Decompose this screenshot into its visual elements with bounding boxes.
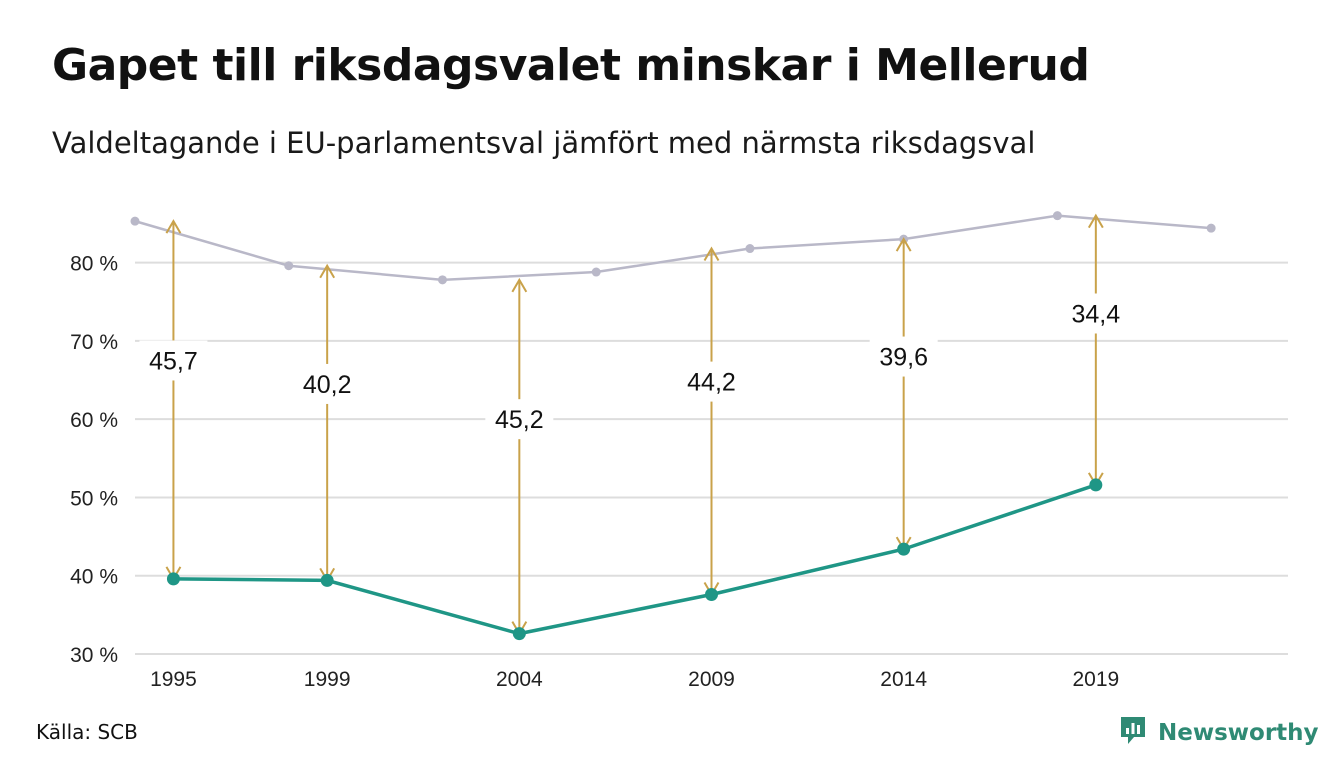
y-tick-label: 70 % xyxy=(70,331,118,354)
newsworthy-logo: Newsworthy xyxy=(1118,714,1319,751)
gap-arrow-head-top xyxy=(511,277,528,293)
riksdag-point xyxy=(1052,211,1062,221)
eu-point xyxy=(166,572,180,586)
gap-arrow-head-top xyxy=(703,246,720,262)
y-tick-label: 50 % xyxy=(70,487,118,510)
newsworthy-logo-icon xyxy=(1118,714,1148,751)
gap-arrow-head-top xyxy=(1087,213,1104,229)
riksdag-line xyxy=(134,214,1212,282)
gap-label: 39,6 xyxy=(879,344,928,372)
x-tick-label: 1995 xyxy=(150,668,197,691)
gap-arrow-head-top xyxy=(319,263,336,279)
x-tick-label: 2004 xyxy=(496,668,543,691)
y-tick-label: 60 % xyxy=(70,409,118,432)
eu-point xyxy=(512,627,526,641)
chart-subtitle: Valdeltagande i EU-parlamentsval jämfört… xyxy=(52,126,1036,160)
gap-label-background xyxy=(677,361,746,402)
gap-arrow-head-top xyxy=(165,219,182,234)
x-tick-label: 1999 xyxy=(304,668,351,691)
y-tick-label: 80 % xyxy=(70,253,118,276)
riksdag-series xyxy=(130,211,1216,285)
y-tick-label: 30 % xyxy=(70,644,118,667)
gap-label-background xyxy=(1061,293,1130,334)
gap-label-background xyxy=(485,399,554,440)
gap-arrow-head-top xyxy=(895,237,912,252)
gap-label: 40,2 xyxy=(303,371,352,399)
riksdag-point xyxy=(284,261,294,271)
gap-label-background xyxy=(139,340,208,381)
eu-point xyxy=(705,588,718,602)
riksdag-point xyxy=(591,267,601,277)
eu-point xyxy=(1089,478,1103,492)
riksdag-point xyxy=(437,275,447,285)
eu-point xyxy=(320,573,334,587)
gap-label: 45,7 xyxy=(149,347,198,375)
brand-name: Newsworthy xyxy=(1158,719,1319,746)
gap-label: 44,2 xyxy=(687,369,736,397)
eu-line xyxy=(173,483,1097,636)
riksdag-point xyxy=(1206,223,1216,233)
eu-point xyxy=(897,542,911,556)
gap-arrows: 45,7 40,2 45,2 44,2 39,6 34,4 xyxy=(139,213,1130,636)
riksdag-point xyxy=(745,244,755,254)
source-note: Källa: SCB xyxy=(36,720,138,744)
x-tick-label: 2009 xyxy=(688,668,735,691)
gap-label: 45,2 xyxy=(495,406,544,434)
eu-series xyxy=(166,478,1103,641)
gap-label: 34,4 xyxy=(1071,301,1120,329)
chart-title: Gapet till riksdagsvalet minskar i Melle… xyxy=(52,40,1090,91)
gap-label-background xyxy=(293,363,362,404)
y-axis-ticks: 30 % 40 % 50 % 60 % 70 % 80 % xyxy=(70,253,118,667)
y-tick-label: 40 % xyxy=(70,566,118,589)
x-tick-label: 2019 xyxy=(1072,668,1119,691)
x-tick-label: 2014 xyxy=(880,668,927,691)
gap-label-background xyxy=(869,336,938,377)
x-axis-ticks: 1995 1999 2004 2009 2014 2019 xyxy=(150,668,1119,691)
riksdag-point xyxy=(130,216,140,226)
line-chart: 30 % 40 % 50 % 60 % 70 % 80 % 1995 1999 2004 200… xyxy=(70,211,1288,691)
